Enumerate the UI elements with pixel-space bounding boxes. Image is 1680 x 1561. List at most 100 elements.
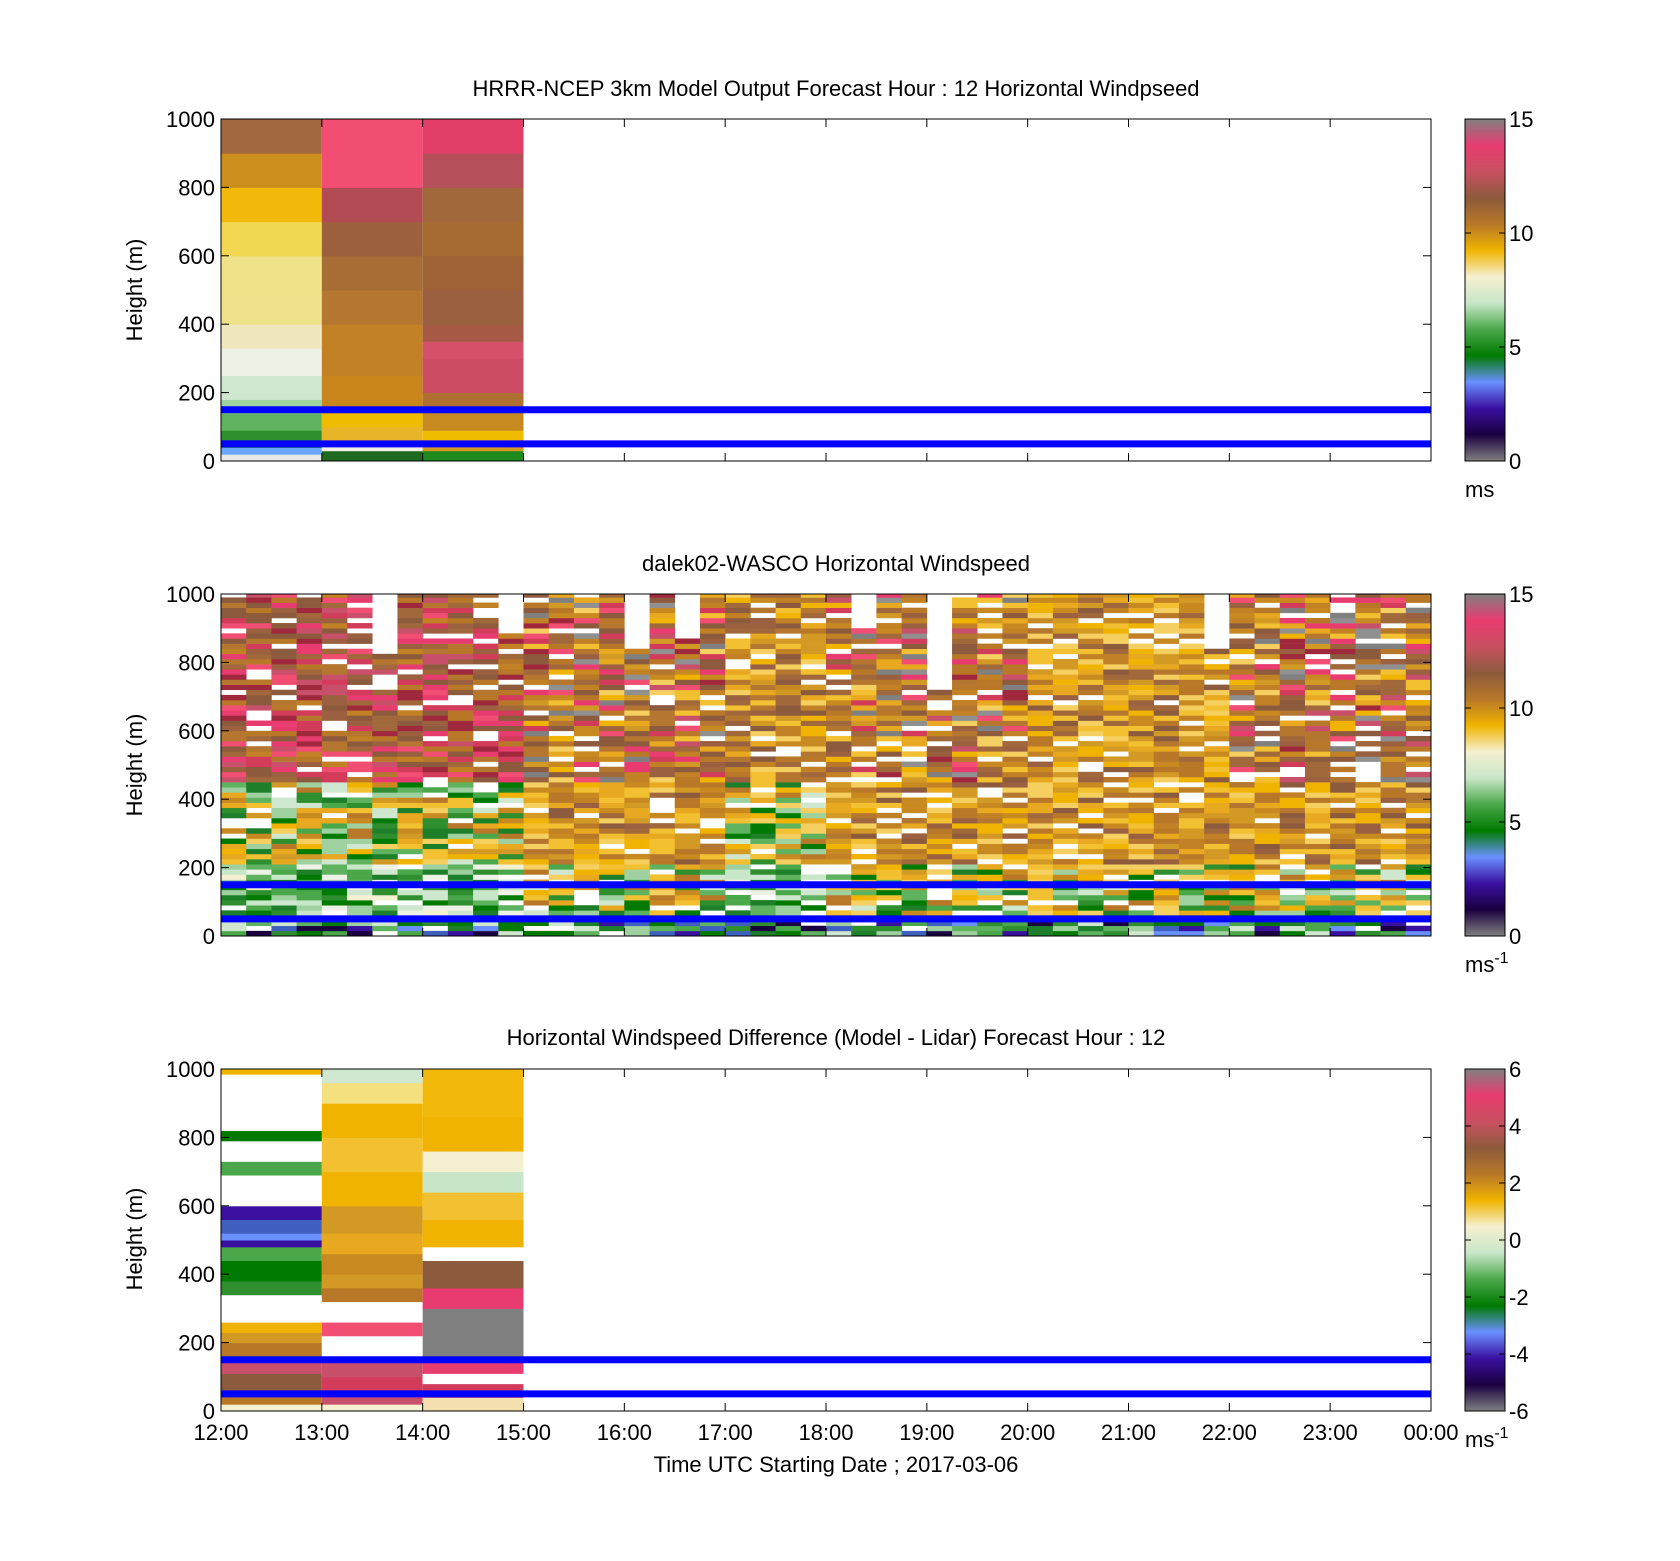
heatmap-cell	[876, 864, 902, 870]
heatmap-cell	[952, 869, 978, 875]
heatmap-cell	[649, 843, 676, 850]
heatmap-cell	[1405, 848, 1431, 855]
heatmap-cell	[851, 889, 877, 896]
heatmap-cell	[271, 859, 297, 865]
heatmap-cell	[1002, 602, 1028, 608]
heatmap-cell	[1128, 741, 1155, 747]
colorbar-tick-label: -2	[1509, 1285, 1529, 1310]
heatmap-cell	[271, 869, 297, 875]
heatmap-cell	[1002, 771, 1028, 778]
heatmap-cell	[599, 617, 625, 624]
heatmap-cell	[1153, 776, 1180, 783]
heatmap-cell	[372, 920, 398, 927]
heatmap-cell	[725, 818, 751, 824]
heatmap-cell	[800, 623, 827, 629]
heatmap-cell	[876, 689, 902, 696]
heatmap-cell	[826, 843, 852, 850]
heatmap-cell	[1304, 782, 1331, 788]
heatmap-cell	[876, 710, 902, 716]
heatmap-cell	[750, 874, 776, 880]
heatmap-cell	[599, 594, 625, 598]
heatmap-cell	[422, 1359, 524, 1374]
heatmap-cell	[1204, 797, 1230, 803]
heatmap-cell	[1405, 756, 1431, 762]
heatmap-cell	[926, 823, 953, 829]
heatmap-cell	[977, 725, 1003, 732]
heatmap-cell	[548, 864, 575, 870]
heatmap-cell	[1405, 771, 1431, 778]
heatmap-cell	[397, 889, 423, 896]
heatmap-cell	[1229, 761, 1255, 768]
heatmap-cell	[271, 782, 297, 788]
heatmap-cell	[321, 930, 348, 936]
heatmap-cell	[221, 746, 247, 752]
heatmap-cell	[1254, 823, 1281, 829]
heatmap-cell	[548, 761, 575, 768]
heatmap-cell	[750, 782, 776, 788]
heatmap-cell	[800, 594, 827, 598]
y-tick-label: 400	[178, 787, 215, 812]
heatmap-cell	[221, 653, 247, 660]
heatmap-cell	[1103, 787, 1129, 793]
heatmap-cell	[725, 617, 751, 624]
heatmap-cell	[977, 833, 1003, 839]
heatmap-cell	[347, 705, 373, 711]
heatmap-cell	[674, 715, 701, 721]
heatmap-cell	[548, 664, 575, 670]
heatmap-cell	[473, 751, 499, 757]
heatmap-cell	[851, 853, 877, 860]
heatmap-cell	[1078, 802, 1104, 809]
heatmap-cell	[447, 833, 474, 839]
heatmap-cell	[1330, 905, 1356, 911]
heatmap-cell	[775, 802, 802, 809]
heatmap-cell	[1153, 741, 1180, 747]
heatmap-cell	[826, 594, 852, 598]
heatmap-cell	[321, 1233, 423, 1255]
heatmap-cell	[1330, 797, 1356, 803]
heatmap-cell	[1002, 741, 1028, 747]
heatmap-cell	[1052, 664, 1079, 670]
heatmap-cell	[1027, 669, 1054, 675]
heatmap-cell	[876, 628, 902, 634]
heatmap-cell	[422, 623, 449, 629]
heatmap-cell	[573, 741, 600, 747]
heatmap-cell	[548, 648, 575, 655]
heatmap-cell	[1330, 864, 1356, 870]
heatmap-cell	[397, 735, 423, 742]
heatmap-cell	[599, 710, 625, 716]
heatmap-cell	[599, 597, 625, 603]
heatmap-cell	[851, 741, 877, 747]
y-tick-label: 800	[178, 650, 215, 675]
heatmap-cell	[1254, 864, 1281, 870]
heatmap-cell	[246, 889, 272, 896]
heatmap-cell	[221, 1342, 322, 1361]
heatmap-cell	[1330, 869, 1356, 875]
heatmap-cell	[1128, 705, 1155, 711]
heatmap-cell	[246, 838, 272, 844]
heatmap-cell	[977, 664, 1003, 670]
heatmap-cell	[851, 894, 877, 901]
heatmap-cell	[1304, 848, 1331, 855]
heatmap-cell	[498, 746, 524, 752]
heatmap-cell	[1330, 838, 1356, 844]
heatmap-cell	[1229, 828, 1255, 834]
heatmap-cell	[1027, 925, 1054, 932]
heatmap-cell	[296, 623, 323, 629]
heatmap-cell	[1304, 756, 1331, 762]
heatmap-cell	[447, 628, 474, 634]
heatmap-cell	[826, 689, 852, 696]
heatmap-cell	[901, 628, 928, 634]
heatmap-cell	[826, 679, 852, 685]
heatmap-cell	[1254, 894, 1281, 901]
heatmap-cell	[699, 797, 726, 803]
heatmap-cell	[1078, 859, 1104, 865]
heatmap-cell	[573, 689, 600, 696]
heatmap-cell	[876, 920, 902, 927]
heatmap-cell	[649, 679, 676, 685]
heatmap-cell	[271, 648, 297, 655]
heatmap-cell	[1178, 658, 1205, 665]
heatmap-cell	[221, 787, 247, 793]
x-tick-label: 15:00	[496, 1420, 551, 1445]
heatmap-cell	[1128, 669, 1155, 675]
heatmap-cell	[372, 741, 398, 747]
